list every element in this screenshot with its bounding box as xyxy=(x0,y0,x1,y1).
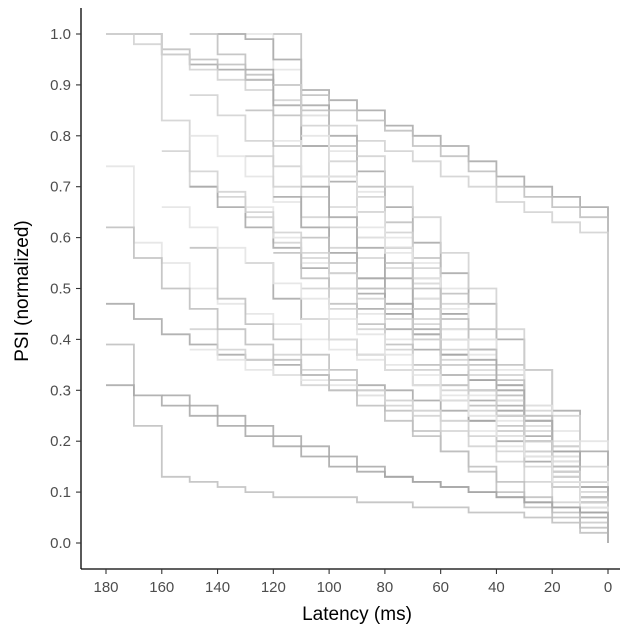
series-line-2 xyxy=(106,33,609,543)
y-tick-label: 0.9 xyxy=(50,77,71,94)
x-tick-label: 180 xyxy=(93,579,118,596)
series-line-43 xyxy=(161,150,609,543)
x-tick-label: 20 xyxy=(544,579,561,596)
y-tick-label: 0.3 xyxy=(50,382,71,399)
x-tick-label: 60 xyxy=(432,579,449,596)
x-tick-label: 160 xyxy=(149,579,174,596)
series-line-35 xyxy=(357,155,609,543)
series-line-1 xyxy=(106,33,609,543)
x-axis-title: Latency (ms) xyxy=(302,604,412,625)
y-ticks: 0.0 0.1 0.2 0.3 0.4 0.5 0.6 0.7 0.8 0.9 1.0 xyxy=(50,26,81,552)
x-tick-label: 120 xyxy=(261,579,286,596)
y-tick-label: 0.6 xyxy=(50,230,71,247)
series-line-36 xyxy=(357,226,609,543)
y-tick-label: 0.8 xyxy=(50,128,71,145)
series-line-44 xyxy=(161,206,609,543)
y-tick-label: 0.1 xyxy=(50,484,71,501)
x-tick-label: 100 xyxy=(317,579,342,596)
x-ticks: 180 160 140 120 100 80 60 40 20 0 xyxy=(93,569,612,596)
y-tick-label: 0.5 xyxy=(50,281,71,298)
series-line-41 xyxy=(468,358,609,543)
y-tick-label: 0.4 xyxy=(50,331,71,348)
y-tick-label: 0.2 xyxy=(50,433,71,450)
y-tick-label: 0.7 xyxy=(50,179,71,196)
series-line-45 xyxy=(161,394,609,543)
x-tick-label: 40 xyxy=(488,579,505,596)
y-axis-title: PSI (normalized) xyxy=(12,220,33,362)
x-tick-label: 80 xyxy=(377,579,394,596)
series-line-6 xyxy=(106,343,609,543)
x-tick-label: 140 xyxy=(205,579,230,596)
x-tick-label: 0 xyxy=(604,579,612,596)
y-tick-label: 0.0 xyxy=(50,535,71,552)
y-tick-label: 1.0 xyxy=(50,26,71,43)
series-layer xyxy=(106,33,609,543)
